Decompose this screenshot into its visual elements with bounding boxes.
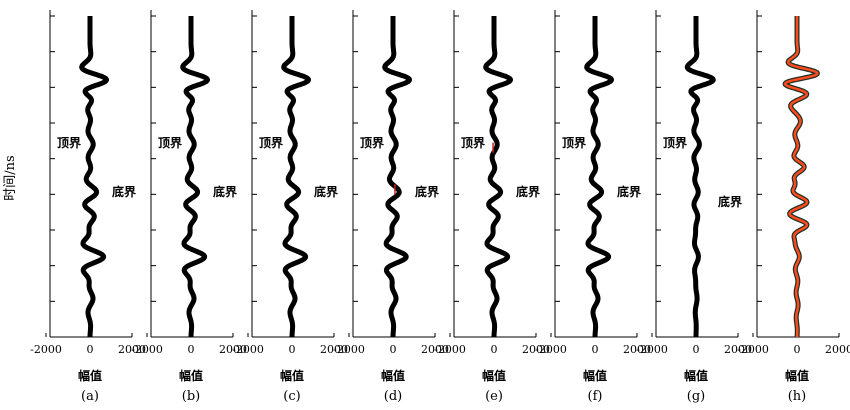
x-axis-label: 幅值 <box>785 368 809 383</box>
trace-line <box>382 14 412 339</box>
top-boundary-label: 顶界 <box>461 135 485 150</box>
x-tick-label: -2000 <box>131 343 163 356</box>
x-tick-label: 0 <box>592 343 599 356</box>
trace-line <box>684 14 716 339</box>
panel-h: -2000 0 2000 幅值 (h) <box>737 10 850 404</box>
x-tick-label: 2000 <box>724 343 752 356</box>
top-boundary-label: 顶界 <box>158 135 182 150</box>
x-tick-label: 0 <box>491 343 498 356</box>
x-tick-label: 0 <box>794 343 801 356</box>
bottom-boundary-label: 底界 <box>718 194 742 209</box>
bottom-boundary-label: 底界 <box>516 184 540 199</box>
x-tick-label: -2000 <box>30 343 62 356</box>
trace-line <box>79 14 109 339</box>
x-tick-label: 0 <box>87 343 94 356</box>
panel-label: (g) <box>687 389 705 404</box>
panel-label: (c) <box>283 389 300 404</box>
top-boundary-label: 顶界 <box>259 135 283 150</box>
x-tick-label: -2000 <box>535 343 567 356</box>
x-tick-label: 0 <box>188 343 195 356</box>
x-axis-label: 幅值 <box>381 368 405 383</box>
x-axis-label: 幅值 <box>684 368 708 383</box>
x-axis-label: 幅值 <box>179 368 203 383</box>
x-tick-label: 2000 <box>219 343 247 356</box>
trace-line <box>483 14 513 339</box>
trace-line-overlay <box>783 15 819 338</box>
x-axis-label: 幅值 <box>583 368 607 383</box>
panel-label: (e) <box>485 389 503 404</box>
x-tick-label: -2000 <box>737 343 769 356</box>
x-tick-label: -2000 <box>333 343 365 356</box>
top-boundary-label: 顶界 <box>663 135 687 150</box>
x-tick-label: 2000 <box>320 343 348 356</box>
x-tick-label: 0 <box>289 343 296 356</box>
x-tick-label: 2000 <box>421 343 449 356</box>
x-tick-label: -2000 <box>232 343 264 356</box>
trace-line <box>180 14 210 339</box>
x-tick-label: 0 <box>390 343 397 356</box>
x-axis-label: 幅值 <box>280 368 304 383</box>
x-tick-label: 2000 <box>825 343 850 356</box>
bottom-boundary-label: 底界 <box>314 184 338 199</box>
panel-label: (f) <box>588 389 603 404</box>
panel-label: (a) <box>81 389 99 404</box>
y-axis-label: 时间/ns <box>3 155 18 200</box>
bottom-boundary-label: 底界 <box>213 184 237 199</box>
top-boundary-label: 顶界 <box>360 135 384 150</box>
top-boundary-label: 顶界 <box>562 135 586 150</box>
x-tick-label: 0 <box>693 343 700 356</box>
x-tick-label: -2000 <box>434 343 466 356</box>
panel-label: (h) <box>788 389 807 404</box>
bottom-boundary-label: 底界 <box>617 184 641 199</box>
x-axis-label: 幅值 <box>482 368 506 383</box>
x-tick-label: 2000 <box>118 343 146 356</box>
x-tick-label: 2000 <box>522 343 550 356</box>
trace-line <box>584 14 614 339</box>
x-tick-label: 2000 <box>623 343 651 356</box>
bottom-boundary-label: 底界 <box>415 184 439 199</box>
panel-label: (d) <box>384 389 402 404</box>
top-boundary-label: 顶界 <box>57 135 81 150</box>
x-tick-label: -2000 <box>636 343 668 356</box>
bottom-boundary-label: 底界 <box>112 184 136 199</box>
panel-label: (b) <box>182 389 200 404</box>
trace-line <box>281 14 311 339</box>
x-axis-label: 幅值 <box>78 368 102 383</box>
